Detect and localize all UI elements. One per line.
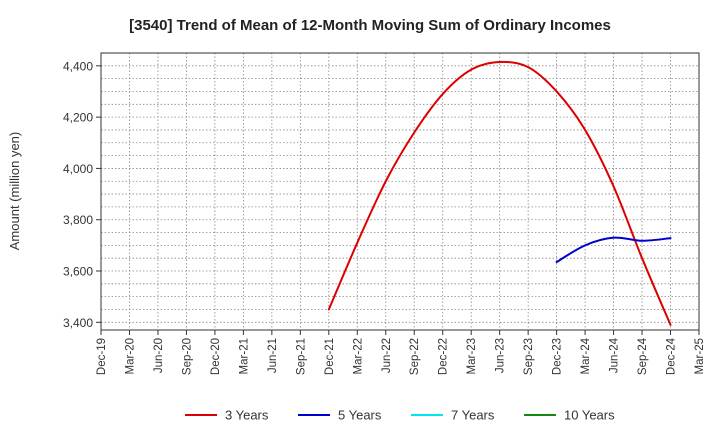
x-tick-label: Sep-23 [523, 338, 535, 375]
x-tick-label: Jun-20 [153, 338, 165, 373]
x-tick-label: Mar-25 [694, 338, 706, 374]
legend-label-10-years: 10 Years [564, 408, 615, 423]
x-tick-label: Dec-21 [324, 338, 336, 375]
legend-label-7-years: 7 Years [451, 408, 495, 423]
x-tick-label: Mar-21 [238, 338, 250, 374]
x-tick-label: Mar-22 [352, 338, 364, 374]
x-tick-label: Mar-23 [466, 338, 478, 374]
x-tick-label: Jun-22 [381, 338, 393, 373]
x-tick-label: Sep-22 [409, 338, 421, 375]
x-tick-label: Sep-21 [295, 338, 307, 375]
y-tick-label: 4,400 [63, 59, 93, 73]
x-tick-label: Mar-24 [580, 337, 592, 374]
legend: 3 Years 5 Years 7 Years 10 Years [185, 408, 615, 423]
x-tick-label: Jun-24 [609, 337, 621, 373]
series-line-5-years [555, 236, 672, 264]
x-axis: Dec-19 Mar-20 Jun-20 Sep-20 Dec-20 Mar-21 Jun-… [96, 330, 706, 375]
x-tick-label: Dec-24 [666, 337, 678, 375]
y-tick-label: 3,400 [63, 316, 93, 330]
series-line-3-years [327, 60, 672, 326]
x-tick-label: Dec-23 [552, 338, 564, 375]
x-tick-label: Mar-20 [124, 338, 136, 374]
y-axis: 3,400 3,600 3,800 4,000 4,200 4,400 [63, 59, 101, 330]
y-tick-label: 3,600 [63, 265, 93, 279]
x-tick-label: Jun-21 [267, 338, 279, 373]
legend-label-5-years: 5 Years [338, 408, 382, 423]
y-tick-label: 4,000 [63, 162, 93, 176]
x-tick-label: Dec-19 [96, 338, 108, 375]
x-tick-label: Dec-22 [438, 338, 450, 375]
y-axis-label: Amount (million yen) [7, 132, 22, 251]
plot-frame [100, 52, 700, 331]
y-tick-label: 4,200 [63, 111, 93, 125]
series-lines [327, 60, 672, 326]
x-tick-label: Dec-20 [210, 338, 222, 375]
legend-label-3-years: 3 Years [225, 408, 269, 423]
x-tick-label: Sep-24 [637, 337, 649, 375]
chart-title: [3540] Trend of Mean of 12-Month Moving … [129, 17, 611, 34]
x-tick-label: Jun-23 [495, 338, 507, 373]
y-tick-label: 3,800 [63, 213, 93, 227]
x-tick-label: Sep-20 [181, 338, 193, 375]
grid [101, 53, 699, 330]
